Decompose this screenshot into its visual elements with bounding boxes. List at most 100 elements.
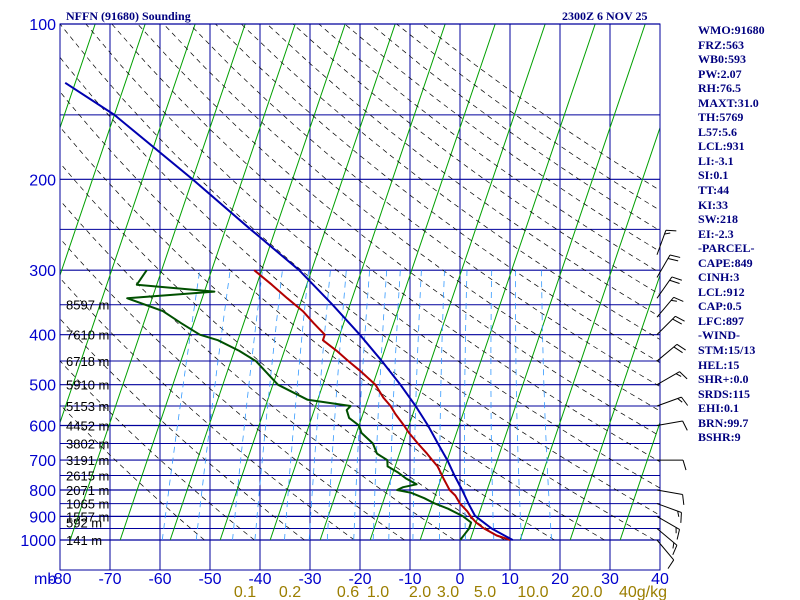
wind-barb: [656, 276, 682, 299]
chart-title: NFFN (91680) Sounding: [66, 9, 191, 23]
height-label: 3191 m: [66, 453, 109, 468]
wind-barb: [656, 254, 681, 278]
pressure-tick-label: 300: [29, 263, 56, 280]
isotherm-line: [269, 24, 446, 541]
temperature-tick-label: -50: [198, 571, 221, 588]
wind-barb: [656, 528, 678, 556]
wind-barb-feather: [682, 420, 688, 431]
height-label: 5910 m: [66, 378, 109, 393]
isotherm-line: [169, 24, 346, 541]
height-label: 7610 m: [66, 328, 109, 343]
mixing-ratio-label: 3.0: [437, 584, 459, 600]
dry-adiabat-line: [60, 91, 605, 541]
wind-barb-feather: [672, 542, 675, 549]
wind-barb-staff: [656, 489, 683, 496]
dry-adiabat-line: [60, 162, 505, 541]
isotherm-line: [569, 273, 660, 541]
dry-adiabat-line: [266, 24, 660, 318]
wind-barb: [656, 229, 677, 255]
sounding-index-item: WB0:593: [698, 52, 746, 67]
isotherm-line: [319, 24, 496, 541]
sounding-index-item: TT:44: [698, 183, 730, 198]
wind-barbs: [656, 229, 689, 569]
wind-barb: [656, 503, 682, 523]
mixing-ratio-label: 0.1: [234, 584, 256, 600]
mixing-ratio-line: [232, 270, 263, 541]
dry-adiabat-line: [60, 403, 205, 541]
isotherm-line: [519, 126, 660, 541]
sounding-index-item: TH:5769: [698, 110, 744, 125]
sounding-index-item: STM:15/13: [698, 343, 756, 358]
wind-barb-staff: [656, 315, 676, 336]
mixing-ratio-label: 40g/kg: [619, 584, 667, 600]
sounding-index-item: LCL:912: [698, 284, 745, 299]
mixing-ratio-label: 20.0: [571, 584, 602, 600]
wind-barb: [656, 396, 689, 407]
wind-barb-feather: [681, 396, 689, 406]
wind-barb-feather: [673, 346, 683, 354]
height-label: 3802 m: [66, 436, 109, 451]
dry-adiabat-line: [344, 24, 660, 252]
wind-barb-feather: [671, 299, 677, 302]
mixing-ratio-line: [490, 270, 495, 541]
mixing-ratio-labels: 0.1 0.2 0.6 1.0 2.0 3.0 5.0 10.0 20.0 40g/kg: [234, 584, 667, 600]
temperature-tick-label: -60: [148, 571, 171, 588]
height-label: 592 m: [66, 516, 102, 531]
wind-barb-feather: [676, 343, 686, 351]
pressure-tick-label: 200: [29, 172, 56, 189]
temperature-tick-label: -30: [298, 571, 321, 588]
isotherm-line: [60, 24, 196, 425]
pressure-tick-label: 700: [29, 453, 56, 470]
sounding-index-item: BRN:99.7: [698, 415, 749, 430]
sounding-index-item: PW:2.07: [698, 66, 742, 81]
sounding-index-item: SRDS:115: [698, 386, 751, 401]
wind-barb-feather: [669, 279, 680, 284]
height-label: 1557 m: [66, 509, 109, 524]
mixing-ratio-line: [161, 270, 201, 541]
wind-barb: [656, 539, 675, 569]
isotherm-line: [69, 24, 246, 541]
wind-barb-feather: [676, 529, 681, 540]
mixing-ratio-line: [412, 270, 422, 541]
mixing-ratio-line: [541, 270, 552, 541]
wind-barb-staff: [656, 528, 678, 546]
height-label: 8597 m: [66, 298, 109, 313]
wind-barb-feather: [672, 318, 682, 325]
sounding-index-item: MAXT:31.0: [698, 95, 759, 110]
height-label: 1065 m: [66, 497, 109, 512]
mixing-ratio-label: 5.0: [474, 584, 496, 600]
dry-adiabat-line: [215, 24, 660, 364]
isotherm-line: [469, 24, 646, 541]
pressure-tick-label: 400: [29, 328, 56, 345]
wind-barb-staff: [656, 539, 675, 561]
skewed-isotherms: [60, 24, 660, 541]
height-label: 2071 m: [66, 483, 109, 498]
sounding-index-item: LFC:897: [698, 313, 744, 328]
temperature-tick-label: -70: [98, 571, 121, 588]
sounding-index-item: SW:218: [698, 212, 739, 227]
wind-barb: [656, 515, 681, 540]
wind-barb-feather: [675, 315, 685, 322]
mixing-ratio-line: [464, 270, 468, 541]
wind-barb-feather: [679, 371, 688, 380]
wind-barb-feather: [677, 511, 680, 517]
height-label: 4452 m: [66, 419, 109, 434]
mixing-ratio-label: 2.0: [409, 584, 431, 600]
mixing-ratio-line: [388, 270, 401, 541]
wind-barb-staff: [656, 276, 673, 299]
temperature-tick-label: 40: [651, 571, 669, 588]
mixing-ratio-line: [195, 270, 231, 541]
mixing-ratio-lines: [161, 270, 552, 541]
wind-barb-feather: [665, 229, 677, 232]
wind-barb: [656, 371, 688, 386]
wind-barb: [656, 343, 686, 362]
wind-barb-feather: [671, 276, 682, 281]
wind-barb-feather: [667, 559, 675, 569]
temperature-tick-label: 10: [501, 571, 519, 588]
mixing-ratio-line: [439, 270, 445, 540]
dry-adiabat-line: [60, 318, 305, 541]
sounding-index-item: L57:5.6: [698, 124, 737, 139]
wind-barb-staff: [656, 515, 680, 530]
wind-barb: [656, 420, 688, 431]
